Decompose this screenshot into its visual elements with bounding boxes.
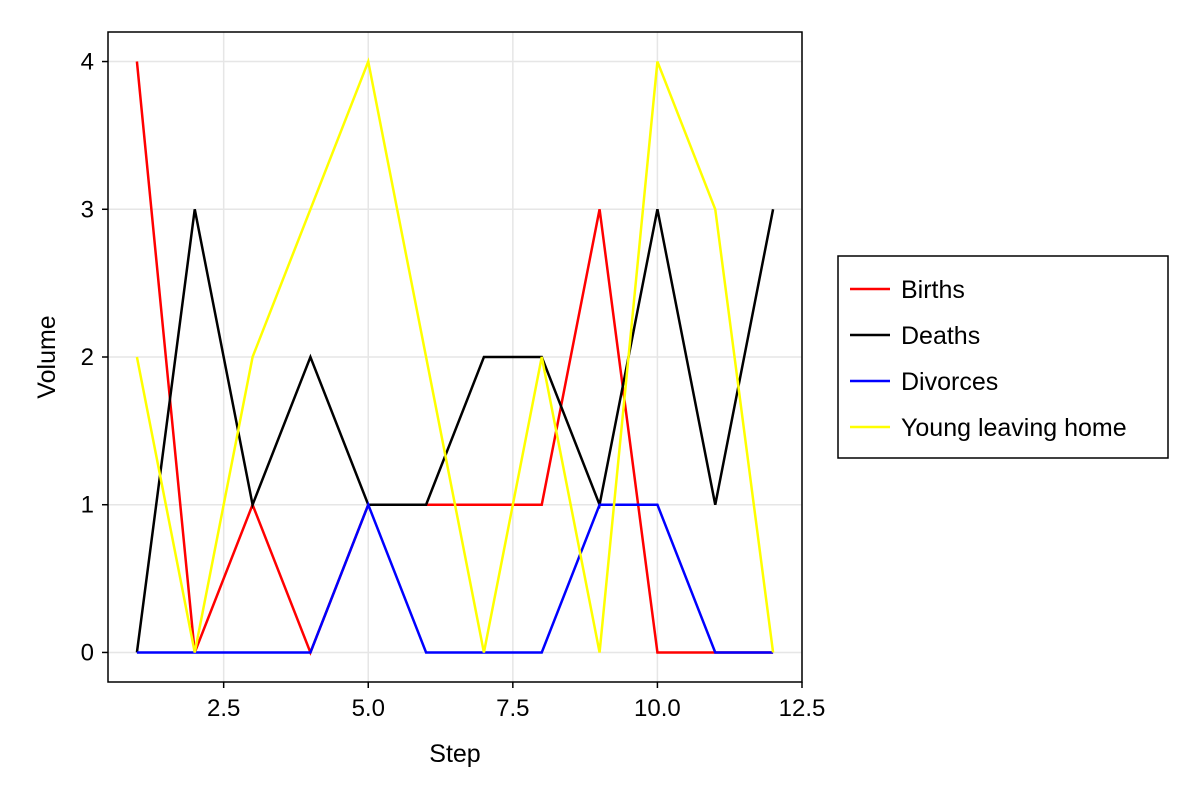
legend-label-births: Births [901, 276, 965, 304]
x-axis-title: Step [429, 740, 480, 768]
x-tick-label: 12.5 [779, 695, 826, 722]
y-tick-label: 2 [81, 344, 94, 371]
series-line-divorces [136, 501, 774, 654]
series-lines [135, 57, 775, 656]
y-tick-label: 1 [81, 492, 94, 519]
y-tick-label: 0 [81, 639, 94, 666]
series-line-deaths [135, 209, 775, 653]
legend: Births Deaths Divorces Young leaving home [837, 255, 1169, 459]
series-line-young-leaving-home [135, 57, 775, 653]
x-tick-label: 2.5 [207, 695, 240, 722]
legend-box [837, 255, 1169, 459]
legend-label-deaths: Deaths [901, 322, 980, 350]
x-tick-label: 10.0 [634, 695, 681, 722]
grid [108, 32, 803, 682]
y-tick-label: 4 [81, 49, 94, 76]
legend-label-young-leaving-home: Young leaving home [901, 414, 1127, 442]
y-axis-title: Volume [33, 315, 61, 398]
axis-ticks: 2.5 5.0 7.5 10.0 12.5 0 1 2 3 4 [81, 49, 826, 722]
x-tick-label: 7.5 [496, 695, 529, 722]
legend-label-divorces: Divorces [901, 368, 998, 396]
x-tick-label: 5.0 [352, 695, 385, 722]
y-tick-label: 3 [81, 196, 94, 223]
